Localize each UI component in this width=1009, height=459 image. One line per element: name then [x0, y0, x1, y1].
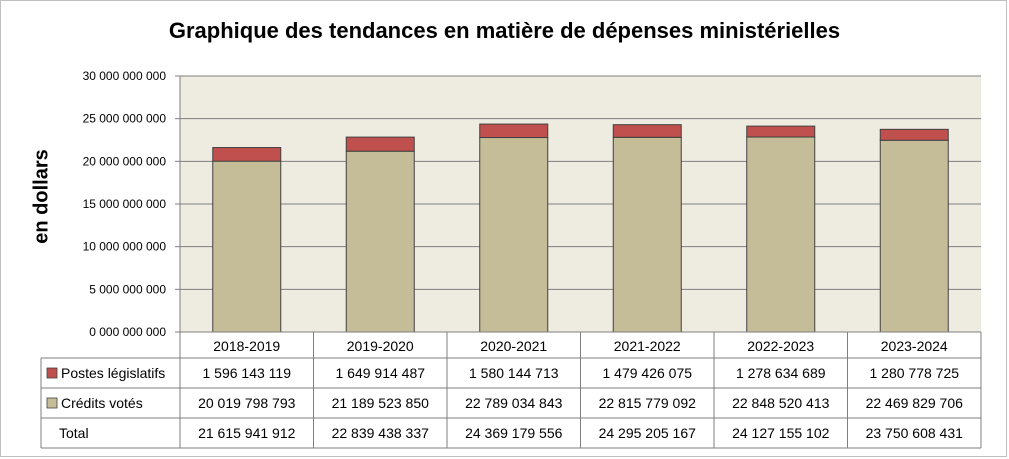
data-label: 23 750 608 431 — [866, 425, 964, 441]
y-tick-label: 30 000 000 000 — [83, 69, 167, 83]
x-tick-label: 2020-2021 — [480, 338, 547, 354]
bar-postes-legislatifs — [479, 123, 549, 139]
bar-credits-votes — [345, 150, 415, 333]
data-label: 1 580 144 713 — [469, 365, 559, 381]
data-label: 21 615 941 912 — [198, 425, 296, 441]
bar-postes-legislatifs — [212, 147, 282, 162]
bar-credits-votes — [479, 137, 549, 333]
legend-label: Postes législatifs — [61, 365, 165, 381]
x-tick-label: 2018-2019 — [213, 338, 280, 354]
data-label: 1 280 778 725 — [869, 365, 959, 381]
y-tick-label: 20 000 000 000 — [83, 154, 167, 168]
data-label: 21 189 523 850 — [332, 395, 430, 411]
bar-credits-votes — [612, 136, 682, 333]
data-label: 22 848 520 413 — [732, 395, 830, 411]
legend-label: Total — [59, 425, 89, 441]
data-label: 20 019 798 793 — [198, 395, 296, 411]
legend-label: Crédits votés — [61, 395, 143, 411]
bar-credits-votes — [212, 160, 282, 333]
legend-key — [46, 367, 58, 379]
data-label: 1 479 426 075 — [602, 365, 692, 381]
chart-title: Graphique des tendances en matière de dé… — [168, 18, 841, 43]
data-label: 22 469 829 706 — [866, 395, 964, 411]
x-tick-label: 2022-2023 — [747, 338, 814, 354]
legend-key — [46, 397, 58, 409]
bar-credits-votes — [746, 136, 816, 333]
y-tick-label: 10 000 000 000 — [83, 240, 167, 254]
bar-credits-votes — [879, 139, 949, 333]
data-label: 24 295 205 167 — [599, 425, 697, 441]
data-label: 22 789 034 843 — [465, 395, 563, 411]
bar-postes-legislatifs — [345, 136, 415, 152]
y-tick-label: 0 000 000 000 — [89, 325, 166, 339]
data-label: 24 127 155 102 — [732, 425, 830, 441]
data-label: 24 369 179 556 — [465, 425, 563, 441]
bar-postes-legislatifs — [879, 128, 949, 141]
data-label: 22 839 438 337 — [332, 425, 430, 441]
y-tick-label: 15 000 000 000 — [83, 197, 167, 211]
bar-postes-legislatifs — [746, 125, 816, 138]
x-tick-label: 2023-2024 — [881, 338, 948, 354]
y-tick-label: 5 000 000 000 — [89, 282, 166, 296]
data-label: 1 596 143 119 — [203, 365, 292, 381]
x-tick-label: 2021-2022 — [614, 338, 681, 354]
x-tick-label: 2019-2020 — [347, 338, 414, 354]
data-label: 1 278 634 689 — [736, 365, 826, 381]
data-label: 22 815 779 092 — [599, 395, 697, 411]
y-tick-label: 25 000 000 000 — [83, 112, 167, 126]
data-label: 1 649 914 487 — [335, 365, 425, 381]
bar-postes-legislatifs — [612, 124, 682, 138]
